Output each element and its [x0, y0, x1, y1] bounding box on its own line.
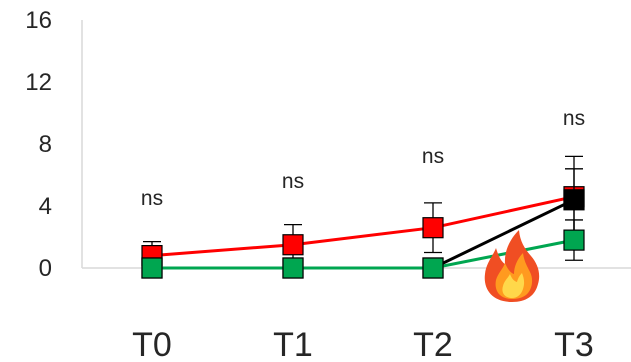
x-tick-label: T0: [132, 326, 172, 362]
y-tick-label: 12: [25, 69, 52, 96]
series-3: [141, 219, 585, 279]
x-tick-labels: T0 T1 T2 T3: [132, 326, 594, 362]
significance-label: ns: [563, 107, 585, 130]
y-tick-label: 4: [39, 193, 52, 220]
series-line: [151, 195, 575, 258]
data-point-marker: [563, 189, 585, 211]
x-tick-label: T3: [554, 326, 594, 362]
data-point-marker: [422, 217, 444, 239]
data-point-marker: [422, 257, 444, 279]
series-group: [141, 155, 585, 279]
x-tick-label: T2: [413, 326, 453, 362]
significance-label: ns: [282, 170, 304, 193]
y-tick-label: 0: [39, 255, 52, 282]
axes: [81, 20, 631, 269]
fire-icon: [484, 230, 540, 302]
data-point-marker: [563, 229, 585, 251]
significance-label: ns: [422, 145, 444, 168]
significance-label: ns: [141, 187, 163, 210]
data-point-marker: [141, 257, 163, 279]
data-point-marker: [282, 257, 304, 279]
data-point-marker: [282, 234, 304, 256]
y-tick-label: 8: [39, 131, 52, 158]
x-tick-label: T1: [273, 326, 313, 362]
y-tick-label: 16: [25, 7, 52, 34]
annotations: ns ns ns ns: [141, 107, 585, 210]
series-line: [152, 238, 575, 270]
y-tick-labels: 0 4 8 12 16: [25, 7, 52, 282]
